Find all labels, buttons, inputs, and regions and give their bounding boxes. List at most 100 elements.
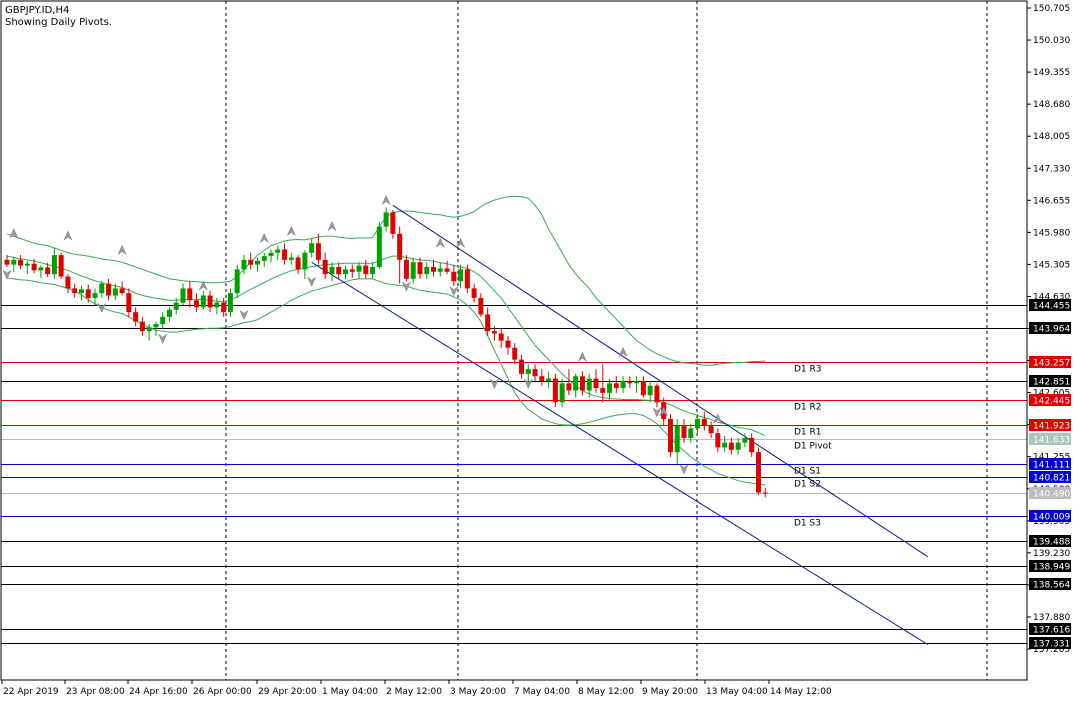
fractal-arrow-11 xyxy=(327,221,337,232)
candle-body xyxy=(749,437,755,453)
x-tick-label-12: 14 May 12:00 xyxy=(770,687,832,697)
level-name-6: D1 Pivot xyxy=(794,442,832,452)
candle-body xyxy=(288,257,294,260)
level-label-9: 140.490 xyxy=(1033,490,1070,500)
candle-20 xyxy=(139,316,145,336)
candle-body xyxy=(627,380,633,384)
candle-body xyxy=(261,256,267,261)
level-label-1: 143.964 xyxy=(1033,325,1070,335)
candle-26 xyxy=(180,283,186,305)
candle-23 xyxy=(160,312,166,329)
fractal-arrow-22 xyxy=(659,406,669,417)
candle-body xyxy=(187,288,193,301)
candle-75 xyxy=(512,342,518,365)
candle-31 xyxy=(214,297,220,315)
candle-93 xyxy=(634,376,640,393)
candle-body xyxy=(146,327,152,332)
fractal-arrow-3 xyxy=(97,302,107,313)
candle-66 xyxy=(451,264,457,287)
candle-body xyxy=(349,269,355,272)
x-tick-label-6: 2 May 12:00 xyxy=(386,687,442,697)
candle-body xyxy=(383,212,389,227)
fractal-arrow-16 xyxy=(455,237,466,249)
candle-88 xyxy=(600,364,606,403)
candle-body xyxy=(99,283,105,294)
candle-91 xyxy=(620,376,626,393)
candle-98 xyxy=(667,414,673,457)
candle-body xyxy=(282,249,288,260)
x-tick-label-9: 8 May 12:00 xyxy=(578,687,634,697)
candle-body xyxy=(674,426,680,453)
candle-body xyxy=(133,312,139,322)
candle-body xyxy=(688,428,694,438)
candle-body xyxy=(72,288,78,294)
candle-body xyxy=(403,259,409,279)
candle-body xyxy=(315,243,321,260)
candle-body xyxy=(214,302,220,308)
fractal-arrow-23 xyxy=(679,464,689,475)
candle-body xyxy=(742,437,748,443)
candle-body xyxy=(85,289,91,298)
y-tick-label-3: 148.680 xyxy=(1033,100,1070,110)
candle-body xyxy=(51,255,57,275)
day-separators xyxy=(225,1,988,680)
candle-body xyxy=(207,295,213,308)
candle-79 xyxy=(539,369,545,386)
trend-channel xyxy=(311,204,928,645)
pivot-level-names: D1 R3 D1 R2 D1 R1 D1 Pivot D1 S1 D1 S2 D1 S3 xyxy=(794,365,832,529)
candle-19 xyxy=(133,307,139,327)
candle-108 xyxy=(735,437,741,455)
y-tick-label-8: 145.305 xyxy=(1033,260,1070,270)
candle-body xyxy=(24,263,30,266)
level-label-box-10 xyxy=(1029,510,1071,522)
y-tick-label-9: 144.630 xyxy=(1033,292,1070,302)
y-tick-label-14: 141.255 xyxy=(1033,453,1070,463)
candle-52 xyxy=(356,262,362,279)
candle-44 xyxy=(302,250,308,279)
candle-106 xyxy=(722,435,728,453)
level-label-6: 141.633 xyxy=(1033,436,1070,446)
candle-30 xyxy=(207,290,213,313)
level-label-box-12 xyxy=(1029,560,1071,572)
candle-body xyxy=(126,293,132,313)
candle-39 xyxy=(268,249,274,263)
candle-12 xyxy=(85,284,91,303)
candle-87 xyxy=(593,369,599,393)
candle-11 xyxy=(78,286,84,301)
x-tick-label-7: 3 May 20:00 xyxy=(450,687,506,697)
candle-body xyxy=(112,288,118,296)
candle-68 xyxy=(464,264,470,294)
pivot-levels xyxy=(1,305,1027,644)
candle-body xyxy=(620,380,626,389)
candle-body xyxy=(607,383,613,393)
level-name-4: D1 R2 xyxy=(794,403,822,413)
candle-body xyxy=(160,316,166,324)
candle-2 xyxy=(18,255,24,270)
candle-57 xyxy=(390,210,396,239)
candle-25 xyxy=(173,297,179,315)
candle-38 xyxy=(261,252,267,268)
x-tick-label-0: 22 Apr 2019 xyxy=(3,687,59,697)
level-label-box-11 xyxy=(1029,535,1071,547)
candle-body xyxy=(498,333,504,341)
candle-body xyxy=(525,369,531,374)
candle-body xyxy=(708,426,714,434)
fractal-arrow-2 xyxy=(63,230,73,241)
level-label-box-6 xyxy=(1029,433,1071,445)
level-label-5: 141.923 xyxy=(1033,422,1070,432)
candle-body xyxy=(410,262,416,279)
fractal-arrow-0 xyxy=(9,228,19,239)
candle-body xyxy=(254,260,260,265)
level-label-2: 143.257 xyxy=(1033,359,1070,369)
level-label-11: 139.488 xyxy=(1033,538,1070,548)
candle-body xyxy=(397,233,403,260)
candle-54 xyxy=(370,262,376,279)
y-tick-label-2: 149.355 xyxy=(1033,68,1070,78)
candle-15 xyxy=(106,278,112,301)
fractal-arrow-17 xyxy=(489,378,500,389)
candle-body xyxy=(221,302,227,313)
fractal-arrow-24 xyxy=(713,413,723,424)
candle-46 xyxy=(315,233,321,265)
